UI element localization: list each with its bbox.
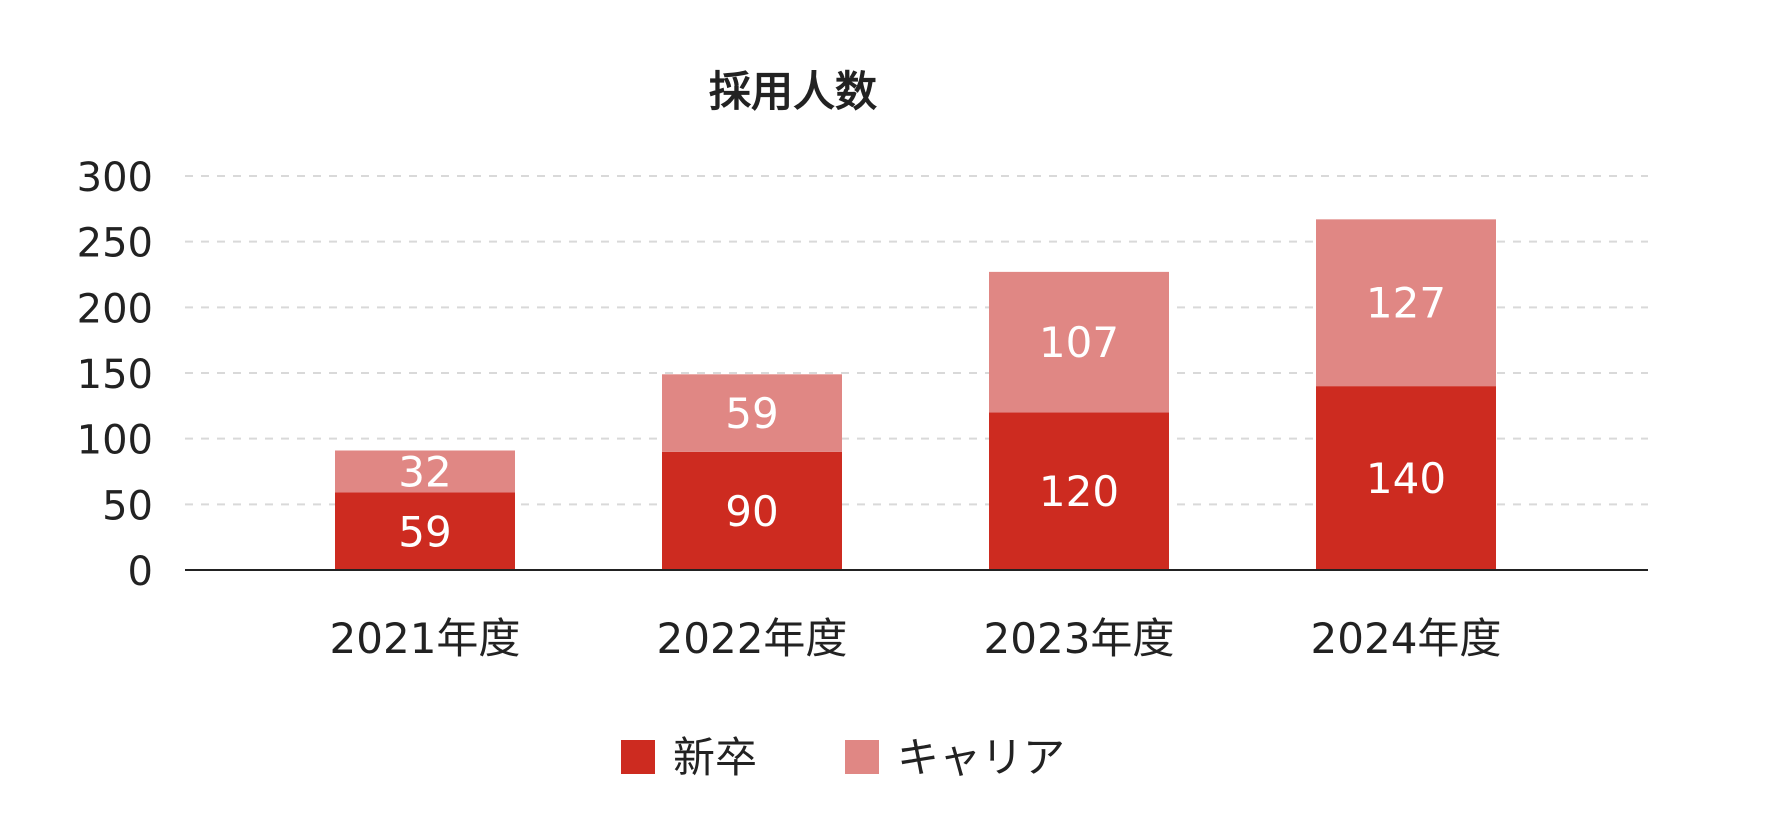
x-tick-label: 2023年度 [984,614,1175,663]
legend-label: 新卒 [673,733,757,782]
data-label: 32 [398,448,451,497]
x-tick-label: 2022年度 [657,614,848,663]
legend: 新卒 キャリア [621,733,1065,782]
bar-shinsotsu [1316,386,1496,570]
x-tick-label: 2024年度 [1311,614,1502,663]
data-label: 59 [398,507,451,556]
data-label: 107 [1039,318,1119,367]
legend-swatch [621,740,655,774]
x-axis-ticks: 2021年度 2022年度 2023年度 2024年度 [330,614,1502,663]
bar-shinsotsu [662,451,842,570]
y-tick-label: 300 [77,155,153,201]
y-tick-label: 250 [77,221,153,267]
bars: 59 32 90 59 120 107 140 127 [335,219,1496,570]
legend-label: キャリア [897,733,1065,782]
bar-career [335,450,515,493]
bar-shinsotsu [335,492,515,570]
x-tick-label: 2021年度 [330,614,521,663]
data-label: 90 [725,487,778,536]
bar-shinsotsu [989,412,1169,570]
bar-career [662,374,842,452]
bar-career [989,271,1169,413]
data-label: 140 [1366,454,1446,503]
y-tick-label: 50 [102,483,153,529]
y-tick-label: 150 [77,352,153,398]
data-label: 120 [1039,467,1119,516]
data-label: 127 [1366,279,1446,328]
data-label: 59 [725,389,778,438]
legend-swatch [845,740,879,774]
y-axis-ticks: 0 50 100 150 200 250 300 [77,155,153,595]
y-tick-label: 100 [77,418,153,464]
y-tick-label: 0 [128,549,153,595]
chart-title: 採用人数 [709,67,877,116]
bar-career [1316,219,1496,387]
y-tick-label: 200 [77,286,153,332]
